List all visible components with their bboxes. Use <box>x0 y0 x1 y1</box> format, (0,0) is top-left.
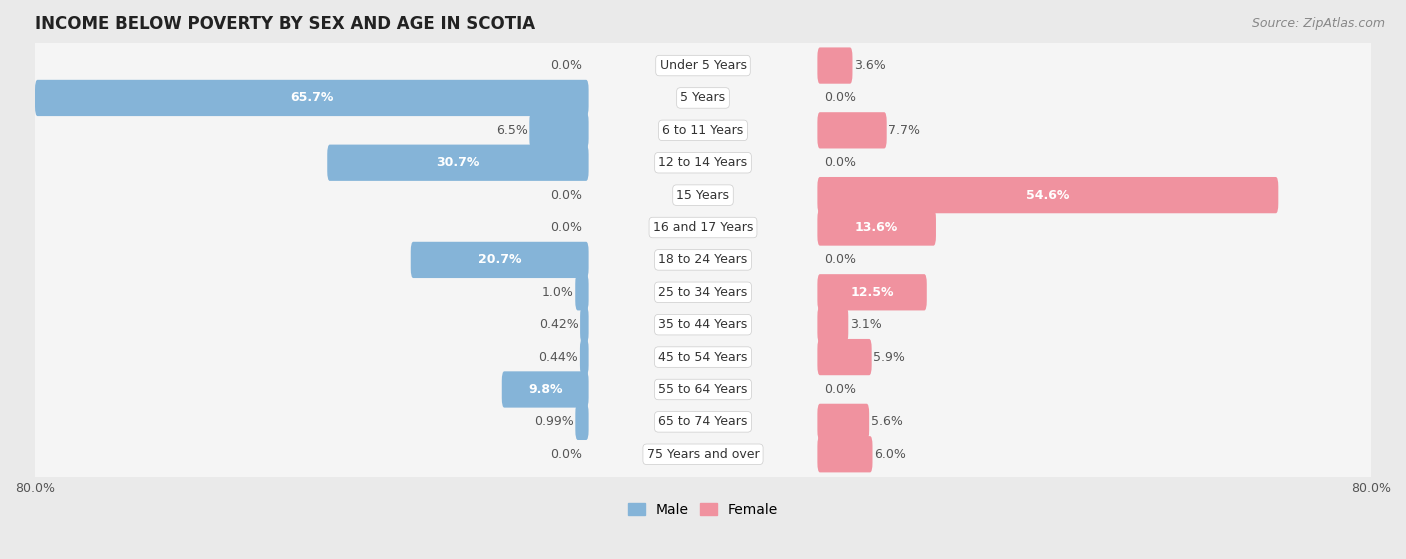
Text: 0.0%: 0.0% <box>550 448 582 461</box>
Text: 20.7%: 20.7% <box>478 253 522 267</box>
FancyBboxPatch shape <box>32 334 1374 380</box>
FancyBboxPatch shape <box>32 205 1374 250</box>
FancyBboxPatch shape <box>32 399 1374 445</box>
FancyBboxPatch shape <box>32 431 1374 477</box>
FancyBboxPatch shape <box>817 112 887 149</box>
Text: 7.7%: 7.7% <box>889 124 921 137</box>
Text: 0.0%: 0.0% <box>824 383 856 396</box>
FancyBboxPatch shape <box>32 140 1374 186</box>
Text: 0.0%: 0.0% <box>550 59 582 72</box>
FancyBboxPatch shape <box>32 172 1374 218</box>
Text: Source: ZipAtlas.com: Source: ZipAtlas.com <box>1251 17 1385 30</box>
Text: 6 to 11 Years: 6 to 11 Years <box>662 124 744 137</box>
FancyBboxPatch shape <box>575 274 589 310</box>
FancyBboxPatch shape <box>32 75 1374 121</box>
Text: 0.99%: 0.99% <box>534 415 574 428</box>
Text: 5.9%: 5.9% <box>873 350 905 363</box>
Text: 1.0%: 1.0% <box>541 286 574 299</box>
FancyBboxPatch shape <box>581 306 589 343</box>
FancyBboxPatch shape <box>32 237 1374 283</box>
Text: 25 to 34 Years: 25 to 34 Years <box>658 286 748 299</box>
Text: 30.7%: 30.7% <box>436 156 479 169</box>
Text: 0.0%: 0.0% <box>550 221 582 234</box>
Text: 55 to 64 Years: 55 to 64 Years <box>658 383 748 396</box>
FancyBboxPatch shape <box>502 371 589 408</box>
FancyBboxPatch shape <box>411 242 589 278</box>
Text: Under 5 Years: Under 5 Years <box>659 59 747 72</box>
FancyBboxPatch shape <box>32 42 1374 88</box>
Text: 0.0%: 0.0% <box>824 253 856 267</box>
FancyBboxPatch shape <box>529 112 589 149</box>
Text: 3.1%: 3.1% <box>851 318 882 331</box>
FancyBboxPatch shape <box>328 145 589 181</box>
Text: 0.0%: 0.0% <box>550 188 582 202</box>
Text: INCOME BELOW POVERTY BY SEX AND AGE IN SCOTIA: INCOME BELOW POVERTY BY SEX AND AGE IN S… <box>35 15 536 33</box>
FancyBboxPatch shape <box>32 269 1374 315</box>
Text: 18 to 24 Years: 18 to 24 Years <box>658 253 748 267</box>
FancyBboxPatch shape <box>817 48 852 84</box>
Text: 6.5%: 6.5% <box>496 124 527 137</box>
FancyBboxPatch shape <box>817 177 1278 214</box>
FancyBboxPatch shape <box>575 404 589 440</box>
Text: 12 to 14 Years: 12 to 14 Years <box>658 156 748 169</box>
Legend: Male, Female: Male, Female <box>623 497 783 522</box>
Text: 75 Years and over: 75 Years and over <box>647 448 759 461</box>
Text: 0.0%: 0.0% <box>824 156 856 169</box>
Text: 15 Years: 15 Years <box>676 188 730 202</box>
FancyBboxPatch shape <box>817 274 927 310</box>
Text: 9.8%: 9.8% <box>527 383 562 396</box>
FancyBboxPatch shape <box>32 107 1374 153</box>
Text: 6.0%: 6.0% <box>875 448 905 461</box>
Text: 12.5%: 12.5% <box>851 286 894 299</box>
Text: 0.42%: 0.42% <box>538 318 578 331</box>
Text: 35 to 44 Years: 35 to 44 Years <box>658 318 748 331</box>
Text: 0.0%: 0.0% <box>824 92 856 105</box>
FancyBboxPatch shape <box>817 306 848 343</box>
Text: 65.7%: 65.7% <box>290 92 333 105</box>
FancyBboxPatch shape <box>32 367 1374 413</box>
Text: 65 to 74 Years: 65 to 74 Years <box>658 415 748 428</box>
Text: 45 to 54 Years: 45 to 54 Years <box>658 350 748 363</box>
FancyBboxPatch shape <box>817 339 872 375</box>
FancyBboxPatch shape <box>32 302 1374 348</box>
FancyBboxPatch shape <box>579 339 589 375</box>
Text: 3.6%: 3.6% <box>853 59 886 72</box>
Text: 5 Years: 5 Years <box>681 92 725 105</box>
Text: 13.6%: 13.6% <box>855 221 898 234</box>
Text: 5.6%: 5.6% <box>870 415 903 428</box>
FancyBboxPatch shape <box>35 80 589 116</box>
Text: 54.6%: 54.6% <box>1026 188 1070 202</box>
FancyBboxPatch shape <box>817 436 873 472</box>
FancyBboxPatch shape <box>817 404 869 440</box>
Text: 16 and 17 Years: 16 and 17 Years <box>652 221 754 234</box>
Text: 0.44%: 0.44% <box>538 350 578 363</box>
FancyBboxPatch shape <box>817 210 936 245</box>
